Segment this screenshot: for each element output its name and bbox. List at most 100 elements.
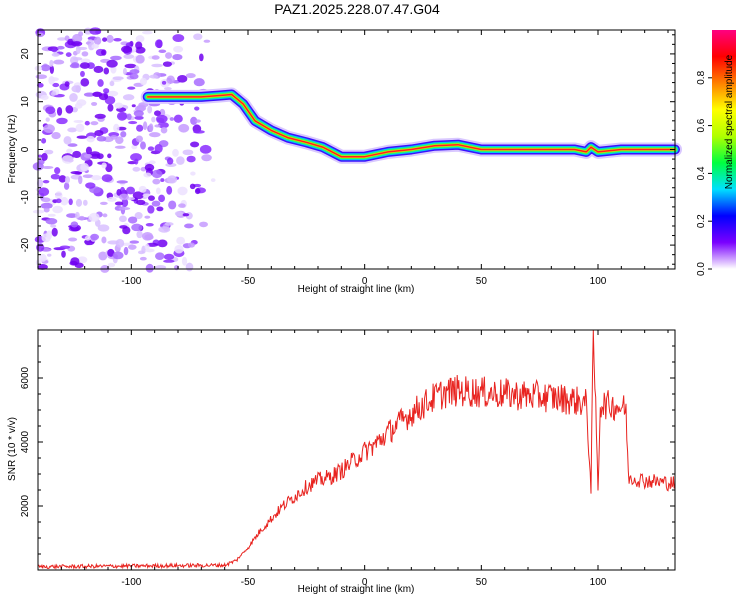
heatmap-cell: [193, 130, 205, 134]
heatmap-cell: [201, 154, 212, 162]
heatmap-cell: [90, 121, 99, 126]
heatmap-cell: [178, 203, 186, 208]
colorbar-tick-label: 0.8: [696, 70, 707, 84]
heatmap-cell: [123, 54, 135, 59]
heatmap-cell: [102, 213, 108, 218]
heatmap-cell: [83, 92, 95, 97]
heatmap-cell: [139, 77, 147, 86]
heatmap-cell: [102, 37, 108, 42]
heatmap-cell: [78, 175, 83, 185]
heatmap-cell: [154, 124, 161, 128]
heatmap-cell: [190, 171, 196, 176]
heatmap-cell: [69, 93, 78, 102]
heatmap-cell: [155, 187, 161, 195]
heatmap-cell: [160, 178, 165, 182]
heatmap-cell: [142, 232, 153, 241]
heatmap-cell: [63, 136, 72, 145]
colorbar: 0.0 0.2 0.4 0.6 0.8 Normalized spectral ampl…: [696, 30, 736, 276]
heatmap-cell: [177, 186, 188, 196]
heatmap-cell: [54, 167, 61, 175]
heatmap-cell: [74, 102, 83, 109]
heatmap-cell: [166, 175, 178, 184]
heatmap-cell: [151, 169, 163, 179]
heatmap-cell: [110, 135, 118, 140]
heatmap-cell: [182, 213, 190, 217]
heatmap-cell: [80, 70, 85, 77]
heatmap-cell: [94, 113, 106, 119]
heatmap-cell: [181, 256, 188, 266]
heatmap-cell: [166, 185, 173, 195]
heatmap-cell: [159, 108, 166, 117]
heatmap-cell: [54, 191, 63, 200]
heatmap-cell: [125, 42, 132, 47]
heatmap-cell: [56, 117, 68, 125]
heatmap-cell: [32, 209, 45, 214]
heatmap-cell: [124, 63, 137, 69]
heatmap-cell: [148, 160, 156, 165]
heatmap-cell: [151, 63, 163, 68]
heatmap-cell: [51, 48, 58, 53]
snr-y-axis-label: SNR (10 * v/v): [7, 417, 18, 481]
spectrogram-x-axis-label: Height of straight line (km): [298, 284, 415, 295]
heatmap-cell: [101, 162, 107, 169]
heatmap-cell: [145, 248, 155, 253]
ridge-peak-band: [146, 93, 676, 158]
heatmap-cell: [156, 206, 164, 212]
heatmap-cell: [145, 263, 154, 273]
heatmap-cell: [127, 216, 138, 224]
heatmap-cell: [97, 224, 110, 232]
heatmap-cell: [35, 74, 48, 80]
heatmap-cell: [114, 201, 124, 206]
heatmap-cell: [190, 116, 198, 125]
heatmap-cell: [158, 226, 171, 233]
heatmap-cell: [78, 31, 84, 37]
heatmap-cell: [77, 256, 88, 264]
snr-x-tick-label: 100: [590, 577, 607, 588]
heatmap-cell: [127, 86, 136, 90]
heatmap-cell: [110, 55, 122, 61]
heatmap-cell: [160, 126, 168, 134]
heatmap-cell: [114, 102, 124, 109]
heatmap-cell: [158, 49, 167, 54]
colorbar-tick-label: 0.6: [696, 118, 707, 132]
heatmap-cell: [129, 240, 140, 244]
heatmap-cell: [133, 110, 144, 117]
heatmap-cell: [121, 45, 133, 54]
heatmap-cell: [148, 195, 155, 201]
snr-x-tick-label: 0: [362, 577, 368, 588]
heatmap-cell: [157, 239, 168, 248]
heatmap-cell: [122, 94, 135, 101]
heatmap-cell: [77, 46, 88, 51]
heatmap-cell: [103, 67, 110, 75]
heatmap-cell: [128, 121, 138, 125]
spectrogram-x-tick-label: 50: [476, 276, 488, 287]
heatmap-cell: [94, 129, 104, 137]
heatmap-cell: [129, 69, 140, 75]
heatmap-cell: [135, 135, 143, 143]
spectrogram-x-tick-label: 0: [362, 276, 368, 287]
heatmap-cell: [151, 55, 160, 60]
heatmap-cell: [121, 198, 129, 208]
heatmap-cell: [47, 213, 56, 217]
heatmap-cell: [40, 202, 53, 209]
heatmap-cell: [51, 52, 60, 57]
heatmap-cell: [40, 64, 51, 72]
snr-y-ticks: 2000 4000 6000: [20, 345, 675, 555]
heatmap-cell: [144, 243, 150, 250]
heatmap-cell: [186, 155, 196, 163]
colorbar-ticks: 0.0 0.2 0.4 0.6 0.8: [696, 70, 712, 276]
heatmap-cell: [116, 111, 128, 121]
heatmap-cell: [118, 215, 127, 223]
heatmap-cell: [57, 37, 67, 41]
heatmap-cell: [152, 178, 161, 185]
heatmap-cell: [134, 158, 139, 165]
heatmap-cell: [51, 227, 58, 237]
heatmap-cell: [144, 215, 151, 219]
heatmap-cell: [118, 206, 131, 211]
spectrogram-y-tick-label: -10: [20, 190, 31, 205]
heatmap-cell: [131, 45, 137, 53]
heatmap-cell: [47, 253, 52, 257]
heatmap-cell: [44, 149, 54, 155]
heatmap-cell: [154, 110, 161, 117]
heatmap-cell: [51, 131, 61, 140]
